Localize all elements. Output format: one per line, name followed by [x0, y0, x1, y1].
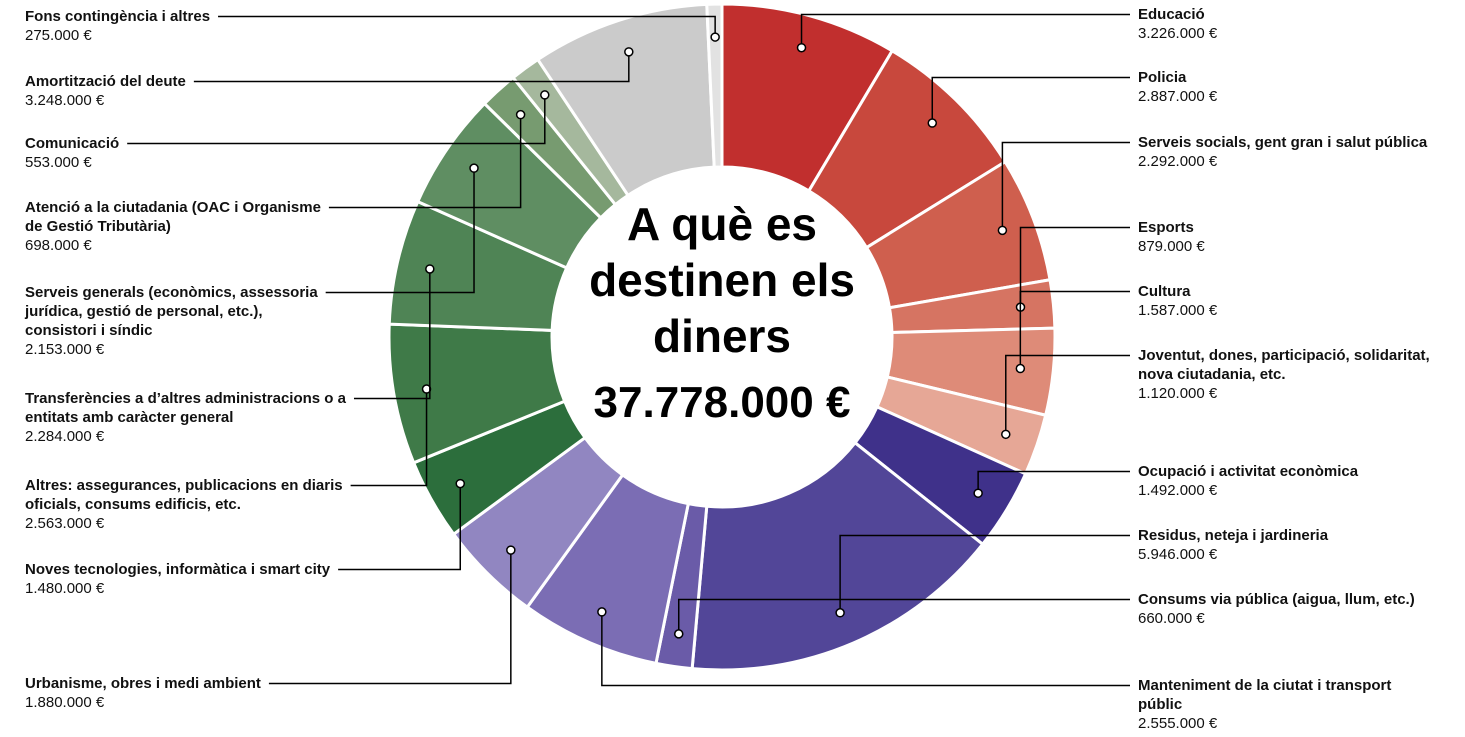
category-name: Comunicació: [25, 135, 120, 152]
category-name: Educació: [1138, 6, 1205, 23]
leader-line: [218, 15, 716, 38]
leader-dot: [624, 47, 634, 57]
leader-dot: [673, 629, 684, 639]
segment-label: Urbanisme, obres i medi ambient 1.880.000…: [25, 674, 355, 712]
leader-line: [839, 534, 1130, 613]
category-name: Transferències a d’altres administracion…: [25, 390, 346, 426]
leader-line: [325, 168, 475, 294]
leader-line: [127, 94, 546, 145]
segment-label: Esports 879.000 €: [1138, 218, 1438, 256]
value-label: 553.000 €: [25, 154, 92, 171]
segment-label: Policia 2.887.000 €: [1138, 68, 1438, 106]
leader-dot: [927, 118, 938, 128]
leader-line: [977, 470, 1130, 494]
segment-label: Noves tecnologies, informàtica i smart c…: [25, 560, 385, 598]
segment-label: Transferències a d’altres administracion…: [25, 389, 385, 446]
value-label: 1.587.000 €: [1138, 302, 1218, 319]
value-label: 3.248.000 €: [25, 92, 105, 109]
leader-line: [800, 13, 1130, 48]
category-name: Joventut, dones, participació, solidarit…: [1138, 347, 1430, 383]
leader-dot: [1001, 429, 1011, 440]
segment-label: Fons contingència i altres 275.000 €: [25, 7, 355, 45]
leader-line: [1019, 290, 1130, 369]
segment-label: Joventut, dones, participació, solidarit…: [1138, 346, 1438, 403]
value-label: 1.480.000 €: [25, 580, 105, 597]
leader-dot: [1015, 363, 1026, 374]
segment-label: Cultura 1.587.000 €: [1138, 282, 1438, 320]
leader-dot: [710, 32, 720, 42]
value-label: 1.492.000 €: [1138, 482, 1218, 499]
leader-line: [601, 611, 1130, 687]
segment-label: Comunicació 553.000 €: [25, 134, 355, 172]
leader-line: [353, 268, 431, 400]
leader-dot: [469, 163, 479, 173]
category-name: Serveis socials, gent gran i salut públi…: [1138, 134, 1428, 151]
value-label: 2.153.000 €: [25, 341, 105, 358]
leader-line: [193, 51, 630, 83]
value-label: 275.000 €: [25, 27, 92, 44]
leader-dot: [506, 545, 516, 555]
leader-dot: [425, 264, 435, 274]
segment-label: Manteniment de la ciutat i transport púb…: [1138, 676, 1438, 733]
category-name: Urbanisme, obres i medi ambient: [25, 675, 261, 692]
segment-label: Atenció a la ciutadania (OAC i Organisme…: [25, 198, 325, 255]
leader-dot: [540, 90, 550, 100]
leader-line: [931, 76, 1130, 124]
leader-dot: [997, 225, 1008, 236]
leader-dot: [597, 607, 607, 617]
value-label: 1.880.000 €: [25, 694, 105, 711]
leader-line: [1001, 141, 1130, 231]
value-label: 1.120.000 €: [1138, 385, 1218, 402]
leader-line: [350, 389, 428, 487]
category-name: Residus, neteja i jardineria: [1138, 527, 1329, 544]
leader-dot: [835, 608, 845, 618]
value-label: 2.887.000 €: [1138, 88, 1218, 105]
category-name: Fons contingència i altres: [25, 8, 211, 25]
value-label: 2.563.000 €: [25, 515, 105, 532]
leader-dot: [796, 42, 807, 53]
value-label: 2.292.000 €: [1138, 153, 1218, 170]
leader-dot: [973, 488, 983, 498]
segment-label: Serveis socials, gent gran i salut públi…: [1138, 133, 1438, 171]
category-name: Cultura: [1138, 283, 1191, 300]
segment-label: Serveis generals (econòmics, assessoria …: [25, 283, 325, 359]
chart-title: A què es destinen els diners: [589, 198, 855, 362]
category-name: Serveis generals (econòmics, assessoria …: [25, 284, 318, 339]
value-label: 3.226.000 €: [1138, 25, 1218, 42]
category-name: Noves tecnologies, informàtica i smart c…: [25, 561, 331, 578]
leader-dot: [515, 109, 526, 120]
donut-segment: [705, 2, 724, 169]
total-label: 37.778.000 €: [593, 378, 851, 427]
category-name: Atenció a la ciutadania (OAC i Organisme…: [25, 199, 321, 235]
leader-line: [1005, 354, 1130, 435]
segment-label: Residus, neteja i jardineria 5.946.000 €: [1138, 526, 1438, 564]
category-name: Policia: [1138, 69, 1187, 86]
leader-line: [677, 598, 1130, 634]
value-label: 698.000 €: [25, 237, 92, 254]
donut-segment: [690, 440, 985, 672]
segment-label: Consums via pública (aigua, llum, etc.) 6…: [1138, 590, 1438, 628]
segment-label: Ocupació i activitat econòmica 1.492.000 …: [1138, 462, 1438, 500]
segment-label: Altres: assegurances, publicacions en di…: [25, 476, 385, 533]
leader-line: [328, 114, 522, 209]
segment-label: Educació 3.226.000 €: [1138, 5, 1438, 43]
category-name: Esports: [1138, 219, 1194, 236]
leader-line: [338, 483, 462, 571]
category-name: Amortització del deute: [25, 73, 186, 90]
segment-label: Amortització del deute 3.248.000 €: [25, 72, 355, 110]
value-label: 879.000 €: [1138, 238, 1205, 255]
value-label: 2.555.000 €: [1138, 715, 1218, 732]
leader-line: [268, 550, 512, 685]
value-label: 2.284.000 €: [25, 428, 105, 445]
category-name: Manteniment de la ciutat i transport púb…: [1138, 677, 1392, 713]
leader-dot: [455, 478, 466, 489]
category-name: Ocupació i activitat econòmica: [1138, 463, 1359, 480]
value-label: 5.946.000 €: [1138, 546, 1218, 563]
value-label: 660.000 €: [1138, 610, 1205, 627]
category-name: Consums via pública (aigua, llum, etc.): [1138, 591, 1415, 608]
category-name: Altres: assegurances, publicacions en di…: [25, 477, 343, 513]
leader-line: [1019, 226, 1130, 308]
